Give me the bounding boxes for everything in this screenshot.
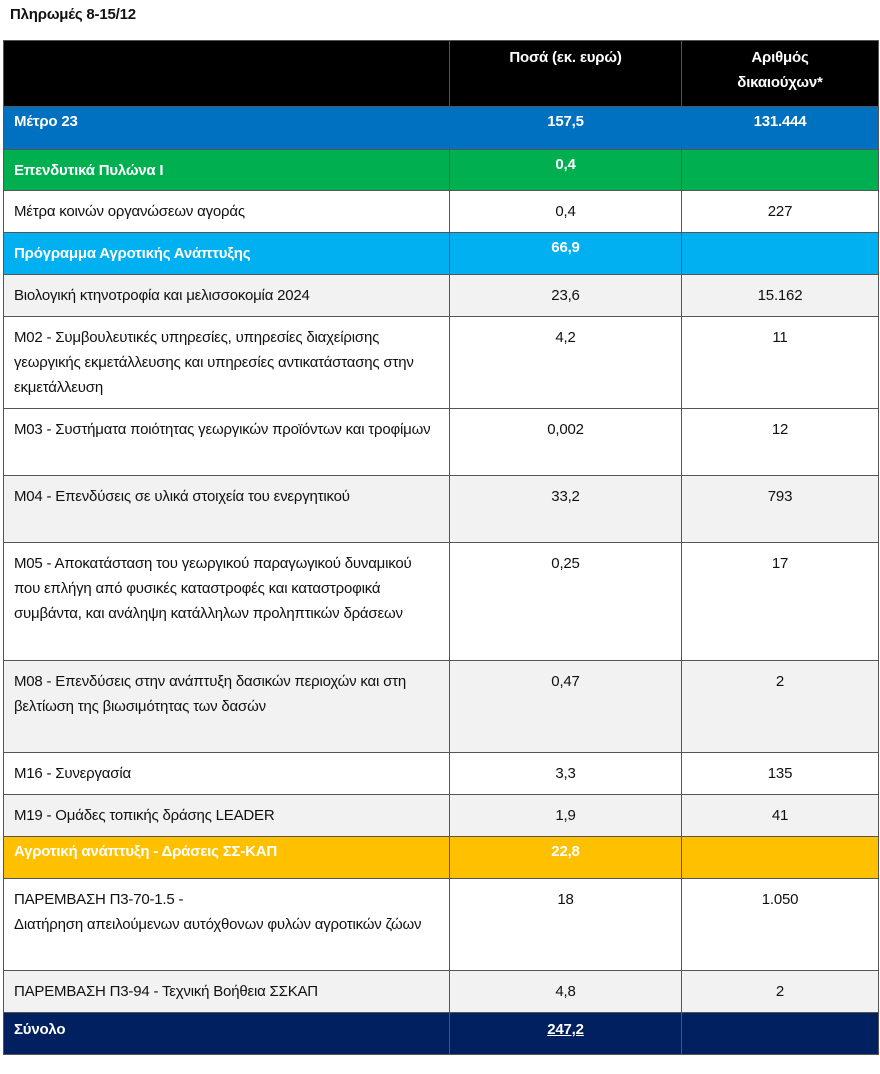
cell-label: Μ19 - Ομάδες τοπικής δράσης LEADER	[3, 794, 450, 837]
category-row: Αγροτική ανάπτυξη - Δράσεις ΣΣ-ΚΑΠ 22,8	[3, 836, 879, 879]
table-header-row: Ποσά (εκ. ευρώ) Αριθμός δικαιούχων*	[3, 40, 879, 107]
cell-amount: 0,47	[449, 660, 682, 753]
header-amount: Ποσά (εκ. ευρώ)	[449, 40, 682, 107]
table-row: Μ08 - Επενδύσεις στην ανάπτυξη δασικών π…	[3, 660, 879, 753]
header-label-cell	[3, 40, 450, 107]
cell-label: Πρόγραμμα Αγροτικής Ανάπτυξης	[3, 232, 450, 275]
cell-label: Επενδυτικά Πυλώνα Ι	[3, 149, 450, 191]
total-row: Σύνολο 247,2	[3, 1012, 879, 1055]
cell-amount: 0,25	[449, 542, 682, 661]
cell-label: Μ03 - Συστήματα ποιότητας γεωργικών προϊ…	[3, 408, 450, 476]
cell-beneficiaries	[681, 836, 879, 879]
table-row: Μ04 - Επενδύσεις σε υλικά στοιχεία του ε…	[3, 475, 879, 543]
cell-amount: 66,9	[449, 232, 682, 275]
cell-amount: 33,2	[449, 475, 682, 543]
page-title: Πληρωμές 8-15/12	[10, 6, 136, 23]
cell-beneficiaries: 131.444	[681, 106, 879, 150]
cell-label: Μ16 - Συνεργασία	[3, 752, 450, 795]
header-beneficiaries-text: Αριθμός δικαιούχων*	[737, 49, 823, 91]
table-row: Μ16 - Συνεργασία 3,3 135	[3, 752, 879, 795]
cell-label: ΠΑΡΕΜΒΑΣΗ Π3-94 - Τεχνική Βοήθεια ΣΣΚΑΠ	[3, 970, 450, 1013]
table-row: ΠΑΡΕΜΒΑΣΗ Π3-94 - Τεχνική Βοήθεια ΣΣΚΑΠ 4…	[3, 970, 879, 1013]
cell-beneficiaries: 41	[681, 794, 879, 837]
table-row: Βιολογική κτηνοτροφία και μελισσοκομία 2…	[3, 274, 879, 317]
payments-table: Ποσά (εκ. ευρώ) Αριθμός δικαιούχων* Μέτρ…	[3, 40, 879, 1055]
cell-beneficiaries: 2	[681, 660, 879, 753]
cell-amount: 4,2	[449, 316, 682, 409]
table-row: Μ03 - Συστήματα ποιότητας γεωργικών προϊ…	[3, 408, 879, 476]
cell-amount: 0,4	[449, 190, 682, 233]
cell-beneficiaries	[681, 1012, 879, 1055]
cell-beneficiaries: 12	[681, 408, 879, 476]
cell-beneficiaries: 135	[681, 752, 879, 795]
cell-label: Μέτρα κοινών οργανώσεων αγοράς	[3, 190, 450, 233]
total-amount: 247,2	[547, 1021, 584, 1038]
cell-beneficiaries: 15.162	[681, 274, 879, 317]
cell-amount: 18	[449, 878, 682, 971]
cell-beneficiaries: 17	[681, 542, 879, 661]
cell-label: Βιολογική κτηνοτροφία και μελισσοκομία 2…	[3, 274, 450, 317]
cell-amount: 157,5	[449, 106, 682, 150]
cell-amount: 0,4	[449, 149, 682, 191]
cell-beneficiaries: 1.050	[681, 878, 879, 971]
cell-label: Σύνολο	[3, 1012, 450, 1055]
cell-beneficiaries: 227	[681, 190, 879, 233]
table-row: Μ02 - Συμβουλευτικές υπηρεσίες, υπηρεσίε…	[3, 316, 879, 409]
cell-label: Μ08 - Επενδύσεις στην ανάπτυξη δασικών π…	[3, 660, 450, 753]
table-row: ΠΑΡΕΜΒΑΣΗ Π3-70-1.5 - Διατήρηση απειλούμε…	[3, 878, 879, 971]
cell-beneficiaries	[681, 232, 879, 275]
cell-label: Μ04 - Επενδύσεις σε υλικά στοιχεία του ε…	[3, 475, 450, 543]
cell-amount: 23,6	[449, 274, 682, 317]
category-row: Πρόγραμμα Αγροτικής Ανάπτυξης 66,9	[3, 232, 879, 275]
cell-amount: 3,3	[449, 752, 682, 795]
cell-beneficiaries: 11	[681, 316, 879, 409]
table-row: Μ05 - Αποκατάσταση του γεωργικού παραγωγ…	[3, 542, 879, 661]
cell-label: Μ05 - Αποκατάσταση του γεωργικού παραγωγ…	[3, 542, 450, 661]
cell-amount: 0,002	[449, 408, 682, 476]
cell-label: Μέτρο 23	[3, 106, 450, 150]
cell-beneficiaries	[681, 149, 879, 191]
category-row: Επενδυτικά Πυλώνα Ι 0,4	[3, 149, 879, 191]
cell-label: ΠΑΡΕΜΒΑΣΗ Π3-70-1.5 - Διατήρηση απειλούμε…	[3, 878, 450, 971]
cell-amount: 247,2	[449, 1012, 682, 1055]
cell-amount: 1,9	[449, 794, 682, 837]
cell-beneficiaries: 2	[681, 970, 879, 1013]
cell-label: Μ02 - Συμβουλευτικές υπηρεσίες, υπηρεσίε…	[3, 316, 450, 409]
cell-amount: 4,8	[449, 970, 682, 1013]
header-beneficiaries: Αριθμός δικαιούχων*	[681, 40, 879, 107]
table-row: Μέτρα κοινών οργανώσεων αγοράς 0,4 227	[3, 190, 879, 233]
cell-label: Αγροτική ανάπτυξη - Δράσεις ΣΣ-ΚΑΠ	[3, 836, 450, 879]
table-row: Μ19 - Ομάδες τοπικής δράσης LEADER 1,9 41	[3, 794, 879, 837]
category-row: Μέτρο 23 157,5 131.444	[3, 106, 879, 150]
cell-beneficiaries: 793	[681, 475, 879, 543]
cell-amount: 22,8	[449, 836, 682, 879]
